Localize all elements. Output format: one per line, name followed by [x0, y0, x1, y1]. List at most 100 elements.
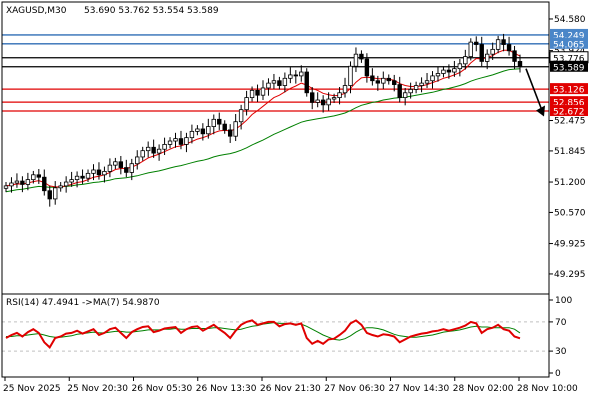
rsi-tick-label: 0 [555, 369, 561, 379]
level-badge [550, 96, 588, 108]
candle-body [233, 121, 238, 137]
candle-body [517, 61, 523, 68]
candle-body [271, 80, 277, 84]
candle-body [348, 65, 353, 86]
candle-body [36, 174, 42, 178]
candle-body [31, 174, 36, 181]
candle-body [58, 185, 63, 189]
candle-body [315, 99, 320, 103]
candle-body [337, 92, 342, 99]
candle-body [446, 69, 452, 73]
candle-body [74, 175, 80, 181]
candle-body [113, 161, 118, 166]
candle-body [91, 169, 96, 174]
chart-frame [1, 1, 550, 378]
time-tick-label: 25 Nov 2025 [3, 384, 61, 394]
projection-arrowhead [536, 105, 545, 117]
candle-body [375, 80, 381, 84]
candle-body [359, 53, 364, 60]
candle-body [107, 164, 113, 172]
candle-body [457, 63, 463, 70]
candle-body [178, 138, 184, 145]
candle-body [217, 118, 222, 125]
candle-body [211, 118, 216, 127]
level-badge [550, 28, 588, 40]
candle-body [413, 85, 419, 90]
candle-body [474, 41, 479, 45]
ma-slow-line [5, 68, 521, 193]
candle-body [162, 144, 167, 150]
candle-body [397, 84, 402, 99]
candle-body [260, 87, 266, 96]
candle-body [145, 146, 151, 152]
level-badge [550, 60, 588, 72]
projection-arrow [525, 68, 543, 111]
time-tick-label: 26 Nov 21:30 [260, 384, 321, 394]
price-tick-label: 54.580 [554, 15, 586, 25]
candle-body [299, 71, 304, 77]
level-badge-label: 53.126 [553, 86, 585, 96]
candle-body [479, 44, 484, 62]
candle-body [277, 80, 282, 86]
time-tick-label: 27 Nov 06:30 [324, 384, 385, 394]
time-tick-label: 27 Nov 14:30 [389, 384, 450, 394]
level-badge-label: 52.856 [553, 99, 585, 109]
candle-body [484, 53, 490, 62]
candle-body [167, 140, 173, 145]
candle-body [408, 89, 413, 94]
candle-body [189, 130, 195, 139]
candle-body [151, 146, 156, 154]
candle-body [124, 167, 129, 173]
candle-body [364, 58, 370, 77]
candle-body [244, 97, 249, 111]
rsi-tick-label: 70 [555, 318, 567, 328]
candle-body [392, 80, 397, 85]
candle-body [80, 175, 85, 179]
candle-body [3, 185, 9, 189]
candle-body [53, 187, 58, 200]
candle-body [419, 82, 424, 86]
price-tick-label: 49.925 [554, 240, 586, 250]
candle-body [266, 82, 271, 89]
candle-body [501, 39, 506, 45]
axes: 54.58053.92452.47551.84551.20050.57049.9… [1, 1, 589, 394]
candle-body [206, 126, 211, 135]
level-badge-label: 54.249 [553, 31, 585, 41]
ma-fast-line [5, 49, 521, 188]
price-tick-label: 49.295 [554, 270, 586, 280]
time-tick-label: 28 Nov 02:00 [453, 384, 514, 394]
candle-body [331, 97, 337, 100]
candle-body [184, 137, 189, 145]
candle-body [430, 75, 435, 82]
candle-body [156, 148, 162, 154]
candle-body [200, 128, 206, 135]
price-pane [2, 33, 549, 207]
price-tick-label: 51.845 [554, 147, 586, 157]
candle-body [490, 48, 495, 55]
rsi-line [5, 319, 521, 349]
time-tick-label: 26 Nov 05:30 [132, 384, 193, 394]
level-badge-label: 53.589 [553, 63, 585, 73]
level-badge-label: 54.065 [553, 40, 585, 50]
candle-body [320, 99, 326, 106]
candle-body [326, 98, 331, 106]
candle-body [14, 180, 20, 184]
rsi-label: RSI(14) 47.4941 ->MA(7) 54.9870 [6, 298, 160, 308]
candle-body [310, 92, 315, 103]
candle-body [512, 50, 517, 62]
candle-body [25, 179, 31, 185]
candle-body [118, 161, 124, 168]
candle-body [222, 123, 227, 131]
candle-body [227, 129, 233, 137]
candle-body [47, 190, 52, 200]
level-badge [550, 83, 588, 95]
level-badge-label: 53.776 [553, 54, 585, 64]
candle-body [435, 73, 441, 77]
rsi-tick-label: 100 [555, 296, 572, 306]
rsi-ma-line [6, 322, 521, 341]
price-tick-label: 50.570 [554, 208, 586, 218]
time-tick-label: 26 Nov 13:30 [196, 384, 257, 394]
candle-body [85, 172, 91, 179]
